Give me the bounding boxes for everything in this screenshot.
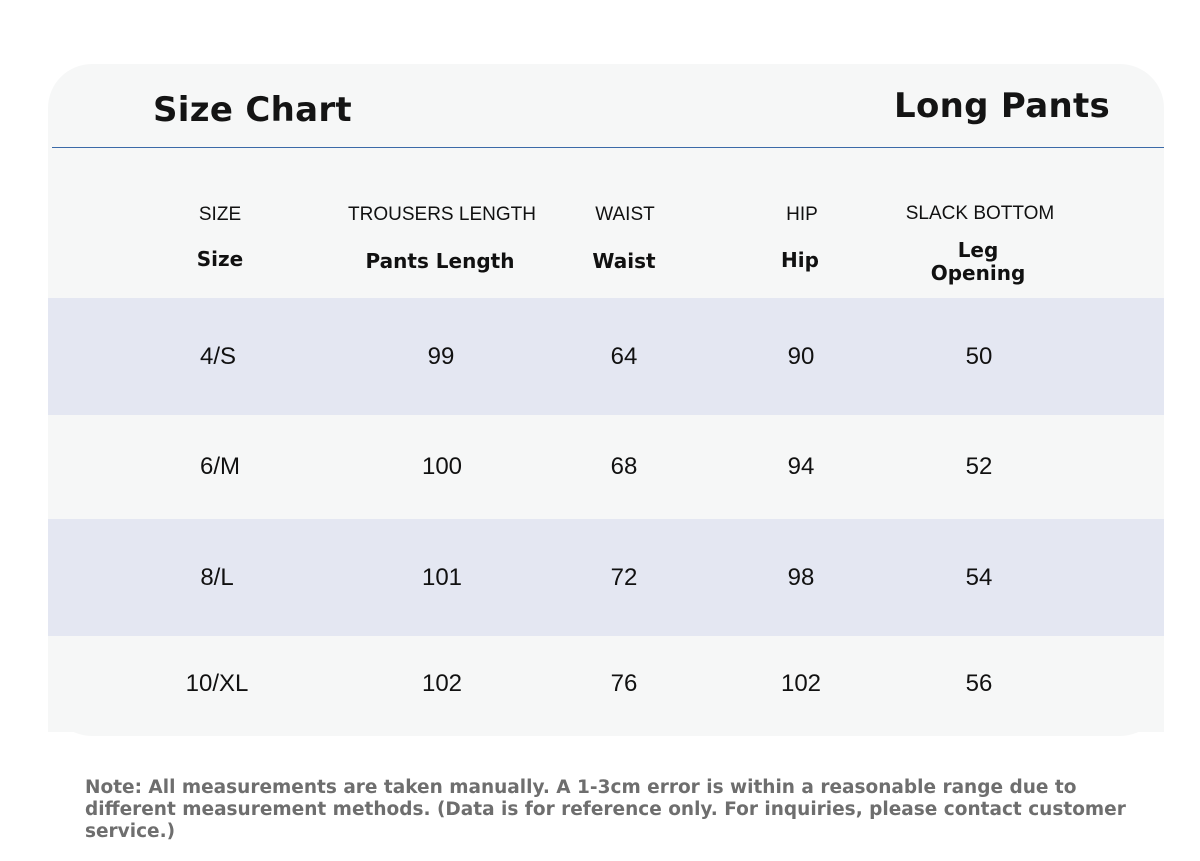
cell-waist: 72 <box>610 563 638 591</box>
cell-waist: 76 <box>610 670 638 697</box>
cell-leg-opening: 50 <box>965 342 993 370</box>
cell-hip: 94 <box>787 453 815 480</box>
cell-pants-length: 102 <box>421 670 463 697</box>
product-title: Long Pants <box>894 86 1111 126</box>
cell-size: 8/L <box>200 563 234 591</box>
table-row: 8/L 101 72 98 54 <box>48 519 1164 636</box>
column-header-hip-en: HIP <box>786 204 818 225</box>
table-row: 6/M 100 68 94 52 <box>48 415 1164 519</box>
cell-waist: 68 <box>610 453 638 480</box>
column-header-pants-length-en: TROUSERS LENGTH <box>348 204 536 225</box>
cell-pants-length: 100 <box>421 453 463 480</box>
column-header-waist-en: WAIST <box>595 204 655 225</box>
cell-size: 4/S <box>199 342 237 370</box>
cell-pants-length: 101 <box>421 563 463 591</box>
cell-size: 6/M <box>199 453 241 480</box>
cell-hip: 90 <box>787 342 815 370</box>
cell-leg-opening: 52 <box>965 453 993 480</box>
table-row: 10/XL 102 76 102 56 <box>48 636 1164 732</box>
measurement-note: Note: All measurements are taken manuall… <box>85 777 1126 842</box>
column-header-size: Size <box>196 247 244 271</box>
column-header-waist: Waist <box>592 249 656 273</box>
column-header-hip: Hip <box>781 248 819 272</box>
table-row: 4/S 99 64 90 50 <box>48 298 1164 415</box>
cell-size: 10/XL <box>185 670 249 697</box>
cell-leg-opening: 54 <box>965 563 993 591</box>
column-header-size-en: SIZE <box>198 204 242 225</box>
cell-pants-length: 99 <box>427 342 455 370</box>
cell-hip: 102 <box>780 670 822 697</box>
column-header-leg-opening-en: SLACK BOTTOM <box>905 203 1055 224</box>
cell-leg-opening: 56 <box>965 670 993 697</box>
cell-waist: 64 <box>610 342 638 370</box>
cell-hip: 98 <box>787 563 815 591</box>
column-header-pants-length: Pants Length <box>365 249 515 273</box>
header-divider <box>52 147 1164 148</box>
column-header-leg-opening: Leg Opening <box>930 238 1026 285</box>
size-chart-title: Size Chart <box>153 90 352 130</box>
